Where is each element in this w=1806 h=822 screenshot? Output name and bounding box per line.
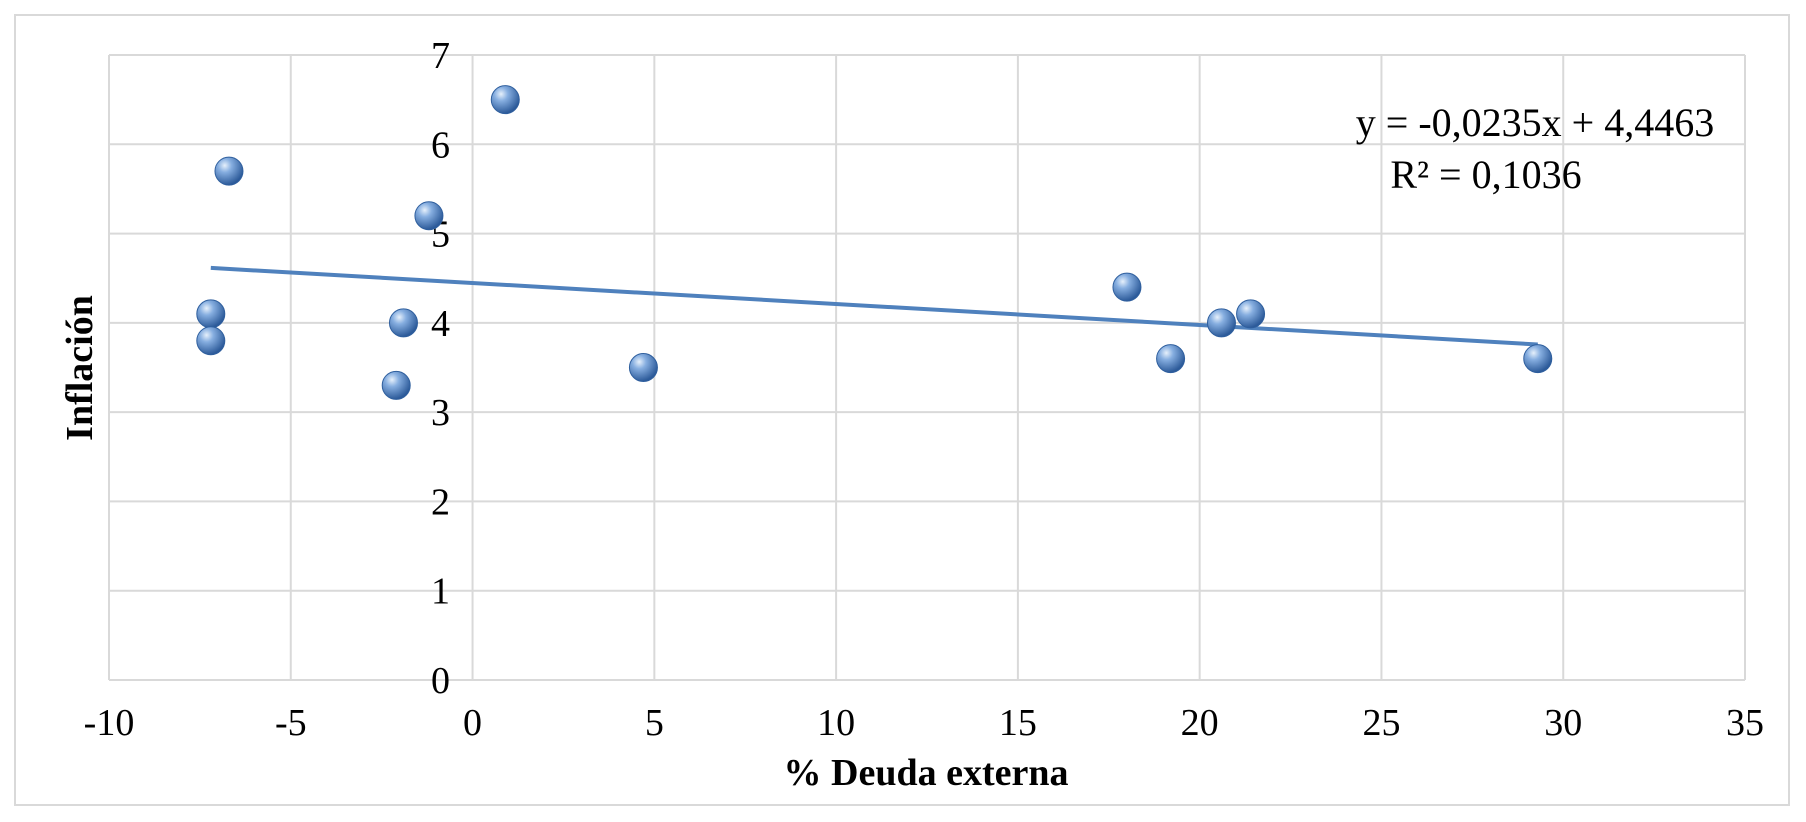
x-tick-label: -10 — [84, 702, 135, 744]
y-tick-label: 1 — [431, 571, 450, 613]
data-point — [1523, 344, 1553, 374]
trendline-annotation: y = -0,0235x + 4,4463 R² = 0,1036 — [1356, 100, 1714, 197]
data-point — [1236, 299, 1266, 329]
y-tick-label: 2 — [431, 481, 450, 523]
chart-frame — [14, 14, 1790, 806]
trendline-group — [210, 265, 1538, 347]
data-point — [214, 156, 244, 186]
data-point — [414, 201, 444, 231]
x-tick-label: 0 — [463, 702, 482, 744]
y-tick-label: 6 — [431, 124, 450, 166]
data-points — [196, 85, 1553, 400]
data-point — [628, 353, 658, 382]
x-tick-label: 30 — [1544, 702, 1582, 744]
x-tick-label: 25 — [1362, 702, 1400, 744]
x-tick-label: 15 — [999, 702, 1037, 744]
data-point — [490, 85, 520, 115]
y-tick-label: 3 — [431, 392, 450, 434]
x-tick-label: 10 — [817, 702, 855, 744]
y-tick-label: 0 — [431, 660, 450, 702]
trendline — [210, 265, 1538, 347]
data-point — [381, 370, 411, 400]
grid — [108, 54, 1746, 681]
data-point — [1206, 308, 1236, 338]
y-axis-title: Inflación — [59, 295, 101, 441]
data-point — [388, 308, 418, 338]
trendline-r-squared: R² = 0,1036 — [1390, 152, 1581, 197]
x-tick-label: 5 — [645, 702, 664, 744]
y-tick-label: 4 — [431, 303, 450, 345]
x-tick-label: 20 — [1181, 702, 1219, 744]
y-tick-label: 7 — [431, 35, 450, 77]
x-axis-title: % Deuda externa — [784, 752, 1069, 794]
data-point — [196, 299, 226, 329]
data-point — [196, 326, 226, 356]
data-point — [1156, 344, 1186, 374]
x-tick-label: -5 — [275, 702, 307, 744]
x-tick-label: 35 — [1726, 702, 1764, 744]
trendline-equation: y = -0,0235x + 4,4463 — [1356, 100, 1714, 145]
data-point — [1112, 272, 1142, 302]
